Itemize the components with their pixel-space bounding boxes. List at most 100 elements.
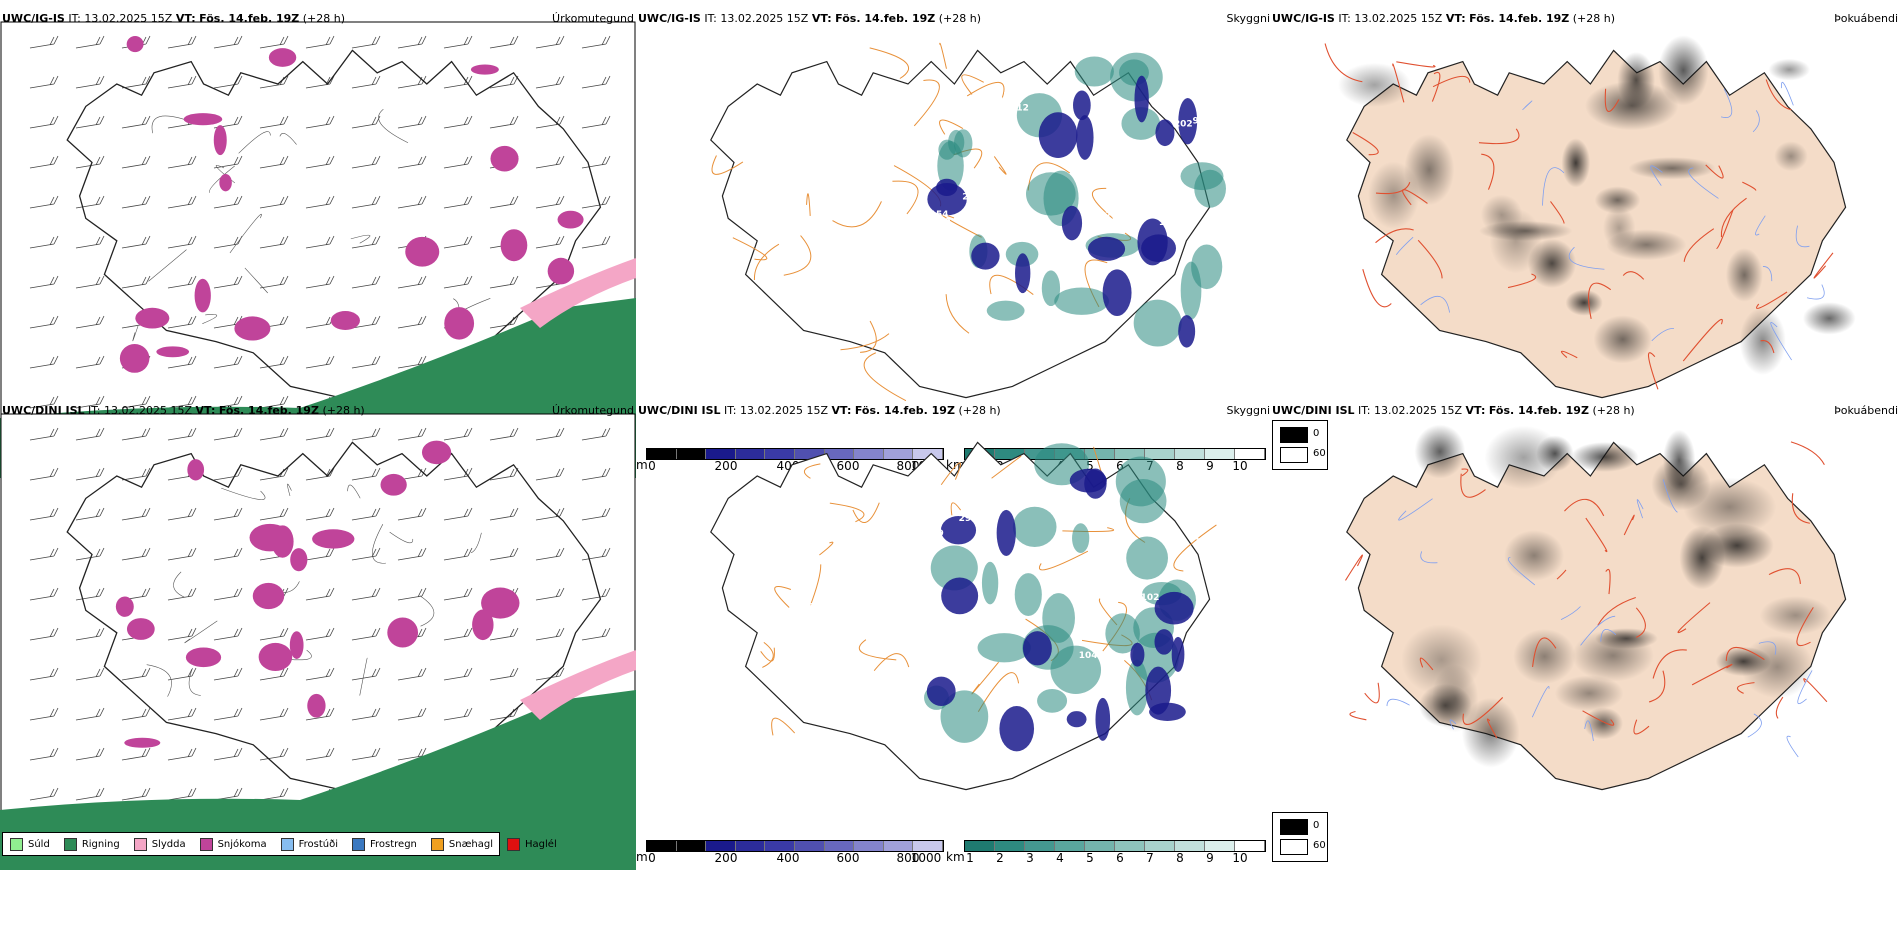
river-line <box>1449 719 1457 730</box>
snow-area <box>470 64 499 75</box>
road-line <box>1027 162 1071 191</box>
snow-area <box>444 307 475 340</box>
legend-label: Rigning <box>81 838 120 850</box>
fog-area <box>1739 307 1786 376</box>
legend-item: Slydda <box>133 837 186 851</box>
visibility-value-label: 10 <box>762 742 775 752</box>
legend-item: Frostúði <box>280 837 338 851</box>
legend-swatch <box>199 837 213 851</box>
wind-barb-icon <box>351 707 381 721</box>
low-visibility-area <box>1022 631 1052 666</box>
visibility-value-label: 25 <box>997 92 1010 102</box>
forecast-header: UWC/DINI ISL IT: 13.02.2025 15Z VT: Fös.… <box>1272 404 1635 417</box>
fog-area <box>1561 138 1591 188</box>
snow-area <box>252 582 285 610</box>
wind-barb-icon <box>75 155 105 169</box>
wind-barb-icon <box>75 627 105 641</box>
wind-barb-icon <box>351 235 381 249</box>
road-line <box>961 74 984 95</box>
river-line <box>1531 686 1550 718</box>
visibility-value-label: 18 <box>1131 156 1144 166</box>
colorbar-tick: 4 <box>1056 851 1064 865</box>
legend-label: Frostregn <box>370 838 417 850</box>
wind-barb-icon <box>213 195 243 209</box>
visibility-value-label: 98 <box>815 351 828 361</box>
wind-barb-icon <box>121 395 151 409</box>
wind-barb-icon <box>259 627 289 641</box>
wind-barb-icon <box>305 667 335 681</box>
wind-barb-icon <box>75 235 105 249</box>
snow-area <box>119 344 150 373</box>
wind-barb-icon <box>29 195 59 209</box>
road-line <box>1725 646 1765 661</box>
visibility-value-label: 29 <box>959 514 972 524</box>
legend-swatch <box>507 837 521 851</box>
iceland-coastline <box>66 49 602 399</box>
wind-barb-icon <box>213 587 243 601</box>
wind-barb-icon <box>75 787 105 801</box>
wind-barb-icon <box>489 627 519 641</box>
wind-barb-icon <box>167 35 197 49</box>
road-line <box>1478 128 1520 145</box>
low-visibility-area <box>926 676 956 707</box>
road-line <box>1803 678 1828 703</box>
wind-barb-icon <box>167 195 197 209</box>
river-line <box>1755 215 1766 236</box>
wind-barb-icon <box>581 155 611 169</box>
fog-area <box>1565 289 1603 316</box>
visibility-value-label: 227 <box>821 557 840 567</box>
panel-title: Þokuábendi <box>1834 404 1898 417</box>
road-line <box>966 81 1005 99</box>
fog-area <box>1715 646 1772 677</box>
road-line <box>1419 657 1434 671</box>
wind-barb-icon <box>75 747 105 761</box>
road-line <box>1652 649 1687 679</box>
legend-label: Snæhagl <box>448 838 494 850</box>
wind-barb-icon <box>351 35 381 49</box>
road-line <box>1588 282 1612 319</box>
snow-area <box>557 210 584 229</box>
river-line <box>1651 328 1674 342</box>
wind-barb-icon <box>121 75 151 89</box>
road-line <box>939 42 947 69</box>
wind-barb-icon <box>581 507 611 521</box>
snow-area <box>268 48 297 67</box>
legend-swatch <box>280 837 294 851</box>
fog-legend-swatch <box>1280 839 1308 855</box>
wind-barb-icon <box>259 35 289 49</box>
river-line <box>1758 641 1777 655</box>
legend-item: Snæhagl <box>430 837 494 851</box>
colorbar-tick: 10 <box>1232 459 1248 473</box>
colorbar-tick: 200 <box>714 851 738 865</box>
fog-area <box>1759 596 1832 635</box>
road-line <box>1461 468 1469 477</box>
low-visibility-area <box>1130 642 1145 667</box>
visibility-value-label: 10 <box>989 769 1002 779</box>
colorbar-tick: 6 <box>1116 459 1124 473</box>
wind-barb-icon <box>305 115 335 129</box>
wind-barb-icon <box>121 547 151 561</box>
wind-barb-icon <box>351 507 381 521</box>
fog-area <box>1536 435 1574 472</box>
wind-barb-icon <box>305 507 335 521</box>
road-line <box>1550 201 1565 224</box>
road-line <box>1460 473 1486 498</box>
wind-barb-icon <box>167 395 197 409</box>
low-visibility-area <box>1137 218 1168 266</box>
road-line <box>819 541 834 556</box>
low-visibility-area <box>1102 269 1132 317</box>
road-line <box>1362 269 1392 308</box>
wind-barb-icon <box>213 275 243 289</box>
wind-barb-icon <box>29 35 59 49</box>
snow-area <box>126 618 155 640</box>
fog-area <box>1513 628 1576 684</box>
visibility-value-label: 112 <box>1010 104 1029 114</box>
wind-barb-icon <box>581 235 611 249</box>
visibility-value-label: 190 <box>932 217 951 227</box>
snow-area <box>421 440 452 465</box>
colorbar-tick: 1 <box>966 851 974 865</box>
forecast-header: UWC/IG-IS IT: 13.02.2025 15Z VT: Fös. 14… <box>1272 12 1616 25</box>
wind-barb-icon <box>121 507 151 521</box>
road-line <box>1532 637 1557 668</box>
